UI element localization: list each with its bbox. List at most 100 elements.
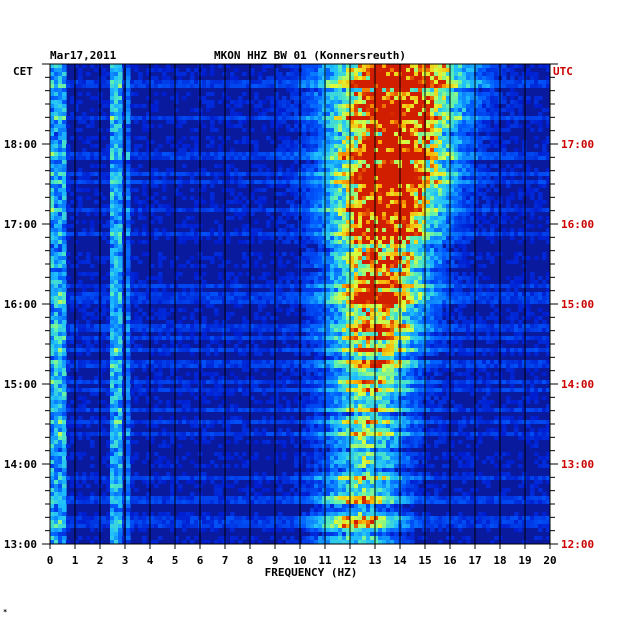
heatmap-cell <box>94 272 99 276</box>
heatmap-cell <box>434 180 439 184</box>
heatmap-cell <box>486 112 491 116</box>
heatmap-cell <box>366 152 371 156</box>
heatmap-cell <box>122 280 127 284</box>
heatmap-cell <box>490 208 495 212</box>
heatmap-cell <box>310 228 315 232</box>
heatmap-cell <box>414 192 419 196</box>
heatmap-cell <box>466 252 471 256</box>
heatmap-cell <box>310 144 315 148</box>
heatmap-cell <box>470 144 475 148</box>
heatmap-cell <box>394 64 399 68</box>
heatmap-cell <box>406 72 411 76</box>
heatmap-cell <box>338 244 343 248</box>
heatmap-cell <box>94 284 99 288</box>
heatmap-cell <box>346 84 351 88</box>
heatmap-cell <box>438 232 443 236</box>
heatmap-cell <box>290 192 295 196</box>
heatmap-cell <box>378 220 383 224</box>
heatmap-cell <box>426 284 431 288</box>
heatmap-cell <box>410 116 415 120</box>
heatmap-cell <box>454 80 459 84</box>
heatmap-cell <box>430 248 435 252</box>
heatmap-cell <box>406 252 411 256</box>
heatmap-cell <box>514 276 519 280</box>
heatmap-cell <box>390 68 395 72</box>
heatmap-cell <box>342 64 347 68</box>
heatmap-cell <box>402 220 407 224</box>
heatmap-cell <box>538 236 543 240</box>
heatmap-cell <box>446 136 451 140</box>
heatmap-cell <box>334 284 339 288</box>
heatmap-cell <box>458 276 463 280</box>
heatmap-cell <box>118 128 123 132</box>
heatmap-cell <box>514 136 519 140</box>
heatmap-cell <box>126 280 131 284</box>
heatmap-cell <box>286 292 291 296</box>
heatmap-cell <box>478 272 483 276</box>
heatmap-cell <box>458 288 463 292</box>
heatmap-cell <box>478 124 483 128</box>
heatmap-cell <box>394 128 399 132</box>
heatmap-cell <box>402 208 407 212</box>
heatmap-cell <box>94 84 99 88</box>
heatmap-cell <box>334 204 339 208</box>
heatmap-cell <box>78 284 83 288</box>
heatmap-cell <box>310 104 315 108</box>
heatmap-cell <box>62 280 67 284</box>
heatmap-cell <box>118 212 123 216</box>
heatmap-cell <box>418 248 423 252</box>
heatmap-cell <box>390 272 395 276</box>
heatmap-cell <box>430 212 435 216</box>
heatmap-cell <box>238 240 243 244</box>
heatmap-cell <box>378 80 383 84</box>
heatmap-cell <box>342 80 347 84</box>
heatmap-cell <box>326 160 331 164</box>
heatmap-cell <box>174 224 179 228</box>
heatmap-cell <box>334 184 339 188</box>
heatmap-cell <box>118 112 123 116</box>
heatmap-cell <box>362 288 367 292</box>
heatmap-cell <box>546 220 550 224</box>
heatmap-cell <box>350 164 355 168</box>
heatmap-cell <box>138 164 143 168</box>
heatmap-cell <box>334 168 339 172</box>
heatmap-cell <box>58 292 63 296</box>
heatmap-cell <box>234 156 239 160</box>
heatmap-cell <box>366 228 371 232</box>
heatmap-cell <box>386 244 391 248</box>
heatmap-cell <box>454 124 459 128</box>
heatmap-cell <box>418 88 423 92</box>
heatmap-cell <box>406 288 411 292</box>
heatmap-cell <box>502 176 507 180</box>
heatmap-cell <box>466 260 471 264</box>
heatmap-cell <box>378 168 383 172</box>
heatmap-cell <box>546 136 550 140</box>
heatmap-cell <box>358 228 363 232</box>
heatmap-cell <box>530 216 535 220</box>
heatmap-cell <box>110 124 115 128</box>
heatmap-cell <box>126 104 131 108</box>
heatmap-cell <box>418 288 423 292</box>
heatmap-cell <box>494 76 499 80</box>
heatmap-cell <box>126 184 131 188</box>
heatmap-cell <box>454 84 459 88</box>
heatmap-cell <box>394 144 399 148</box>
heatmap-cell <box>518 232 523 236</box>
heatmap-cell <box>118 280 123 284</box>
heatmap-cell <box>438 64 443 68</box>
heatmap-cell <box>330 116 335 120</box>
heatmap-cell <box>50 120 55 124</box>
heatmap-cell <box>290 236 295 240</box>
heatmap-cell <box>454 228 459 232</box>
heatmap-cell <box>450 108 455 112</box>
heatmap-cell <box>354 188 359 192</box>
heatmap-cell <box>458 200 463 204</box>
heatmap-cell <box>446 104 451 108</box>
heatmap-cell <box>258 180 263 184</box>
heatmap-cell <box>478 92 483 96</box>
heatmap-cell <box>418 184 423 188</box>
heatmap-cell <box>426 244 431 248</box>
heatmap-cell <box>218 264 223 268</box>
heatmap-cell <box>310 216 315 220</box>
heatmap-cell <box>226 152 231 156</box>
